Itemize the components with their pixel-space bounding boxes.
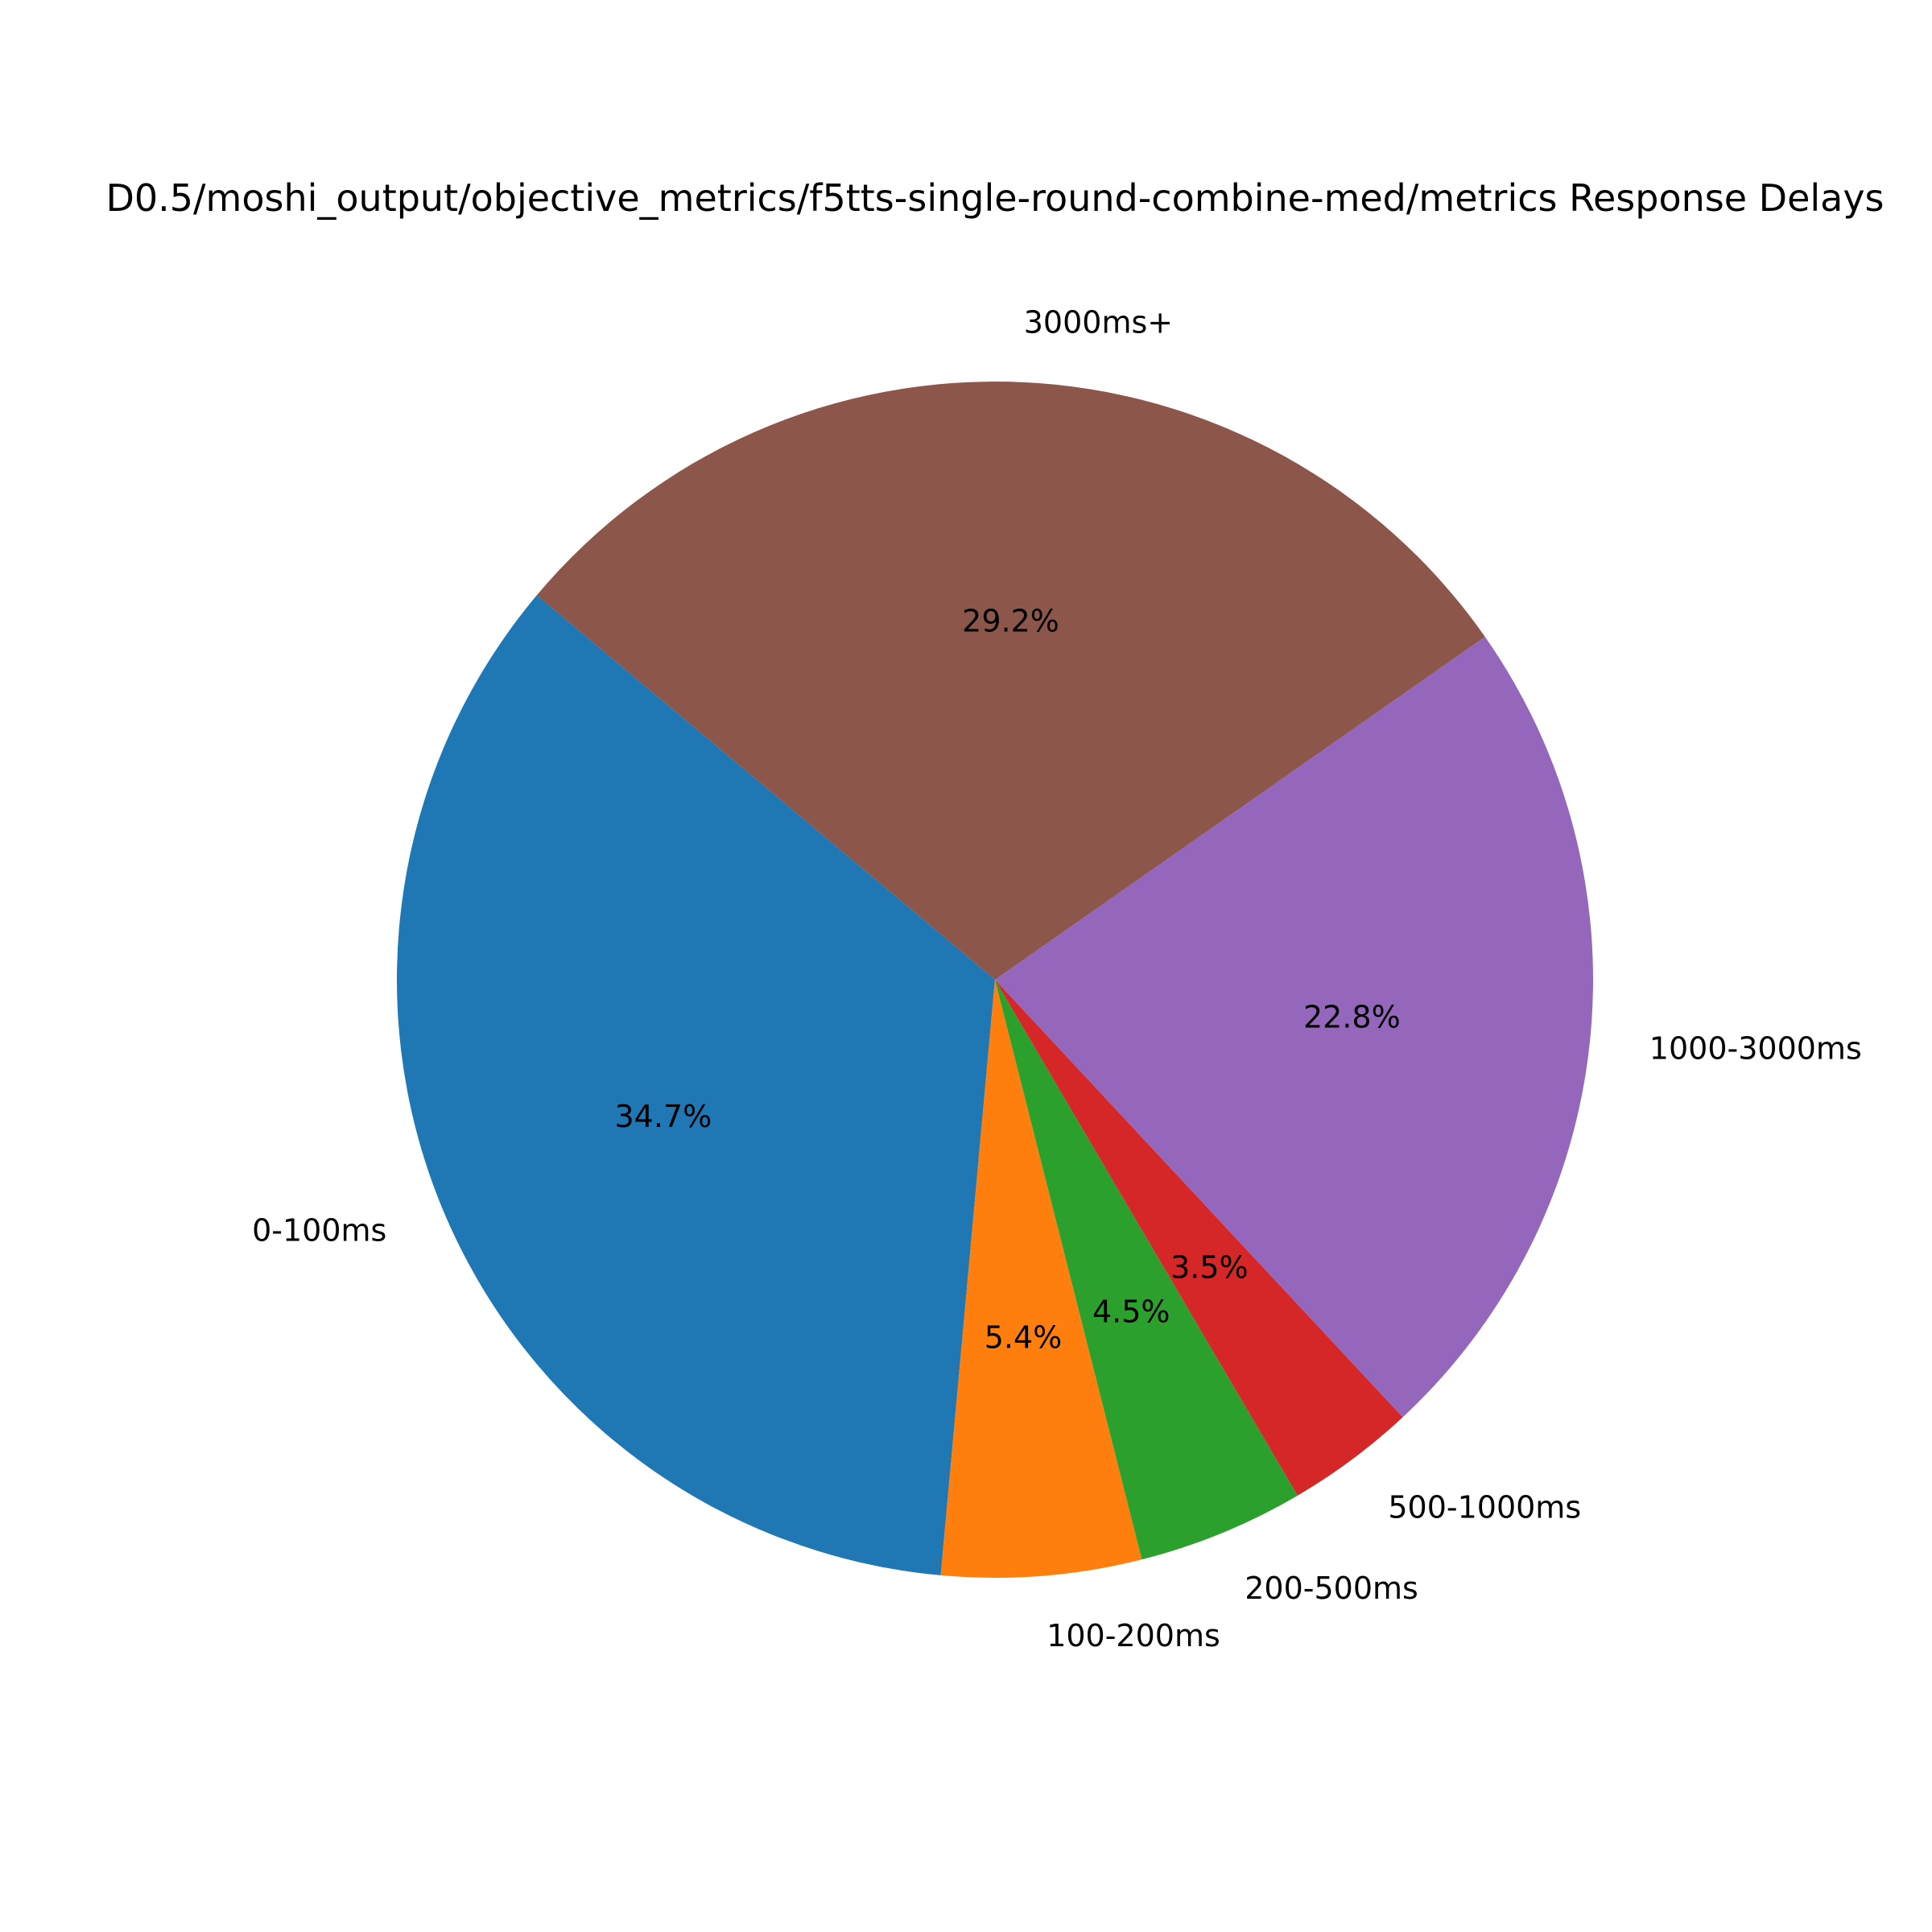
slice-label-100-200ms: 100-200ms xyxy=(1046,1618,1220,1653)
pie-slices xyxy=(396,382,1593,1579)
percent-label-3000ms: 29.2% xyxy=(962,604,1059,639)
pie-slice-100-200ms xyxy=(940,980,1142,1579)
percent-label-0-100ms: 34.7% xyxy=(614,1099,712,1134)
slice-label-0-100ms: 0-100ms xyxy=(252,1212,386,1248)
slice-label-3000ms: 3000ms+ xyxy=(1024,304,1173,340)
chart-title: D0.5/moshi_output/objective_metrics/f5tt… xyxy=(105,176,1884,220)
pie-slice-3000ms xyxy=(536,382,1485,980)
slice-label-500-1000ms: 500-1000ms xyxy=(1388,1489,1581,1525)
slice-label-1000-3000ms: 1000-3000ms xyxy=(1649,1031,1862,1067)
pie-slice-1000-3000ms xyxy=(995,636,1593,1418)
pie-labels: 34.7% 0-100ms 5.4% 100-200ms 4.5% 200-500ms 3.… xyxy=(252,304,1862,1653)
percent-label-100-200ms: 5.4% xyxy=(985,1319,1063,1355)
percent-label-1000-3000ms: 22.8% xyxy=(1303,1000,1401,1035)
percent-label-500-1000ms: 3.5% xyxy=(1170,1249,1249,1285)
pie-slice-200-500ms xyxy=(995,980,1298,1560)
pie-slice-0-100ms xyxy=(396,595,995,1575)
slice-label-200-500ms: 200-500ms xyxy=(1245,1571,1418,1606)
pie-slice-500-1000ms xyxy=(995,980,1403,1496)
percent-label-200-500ms: 4.5% xyxy=(1092,1294,1170,1329)
